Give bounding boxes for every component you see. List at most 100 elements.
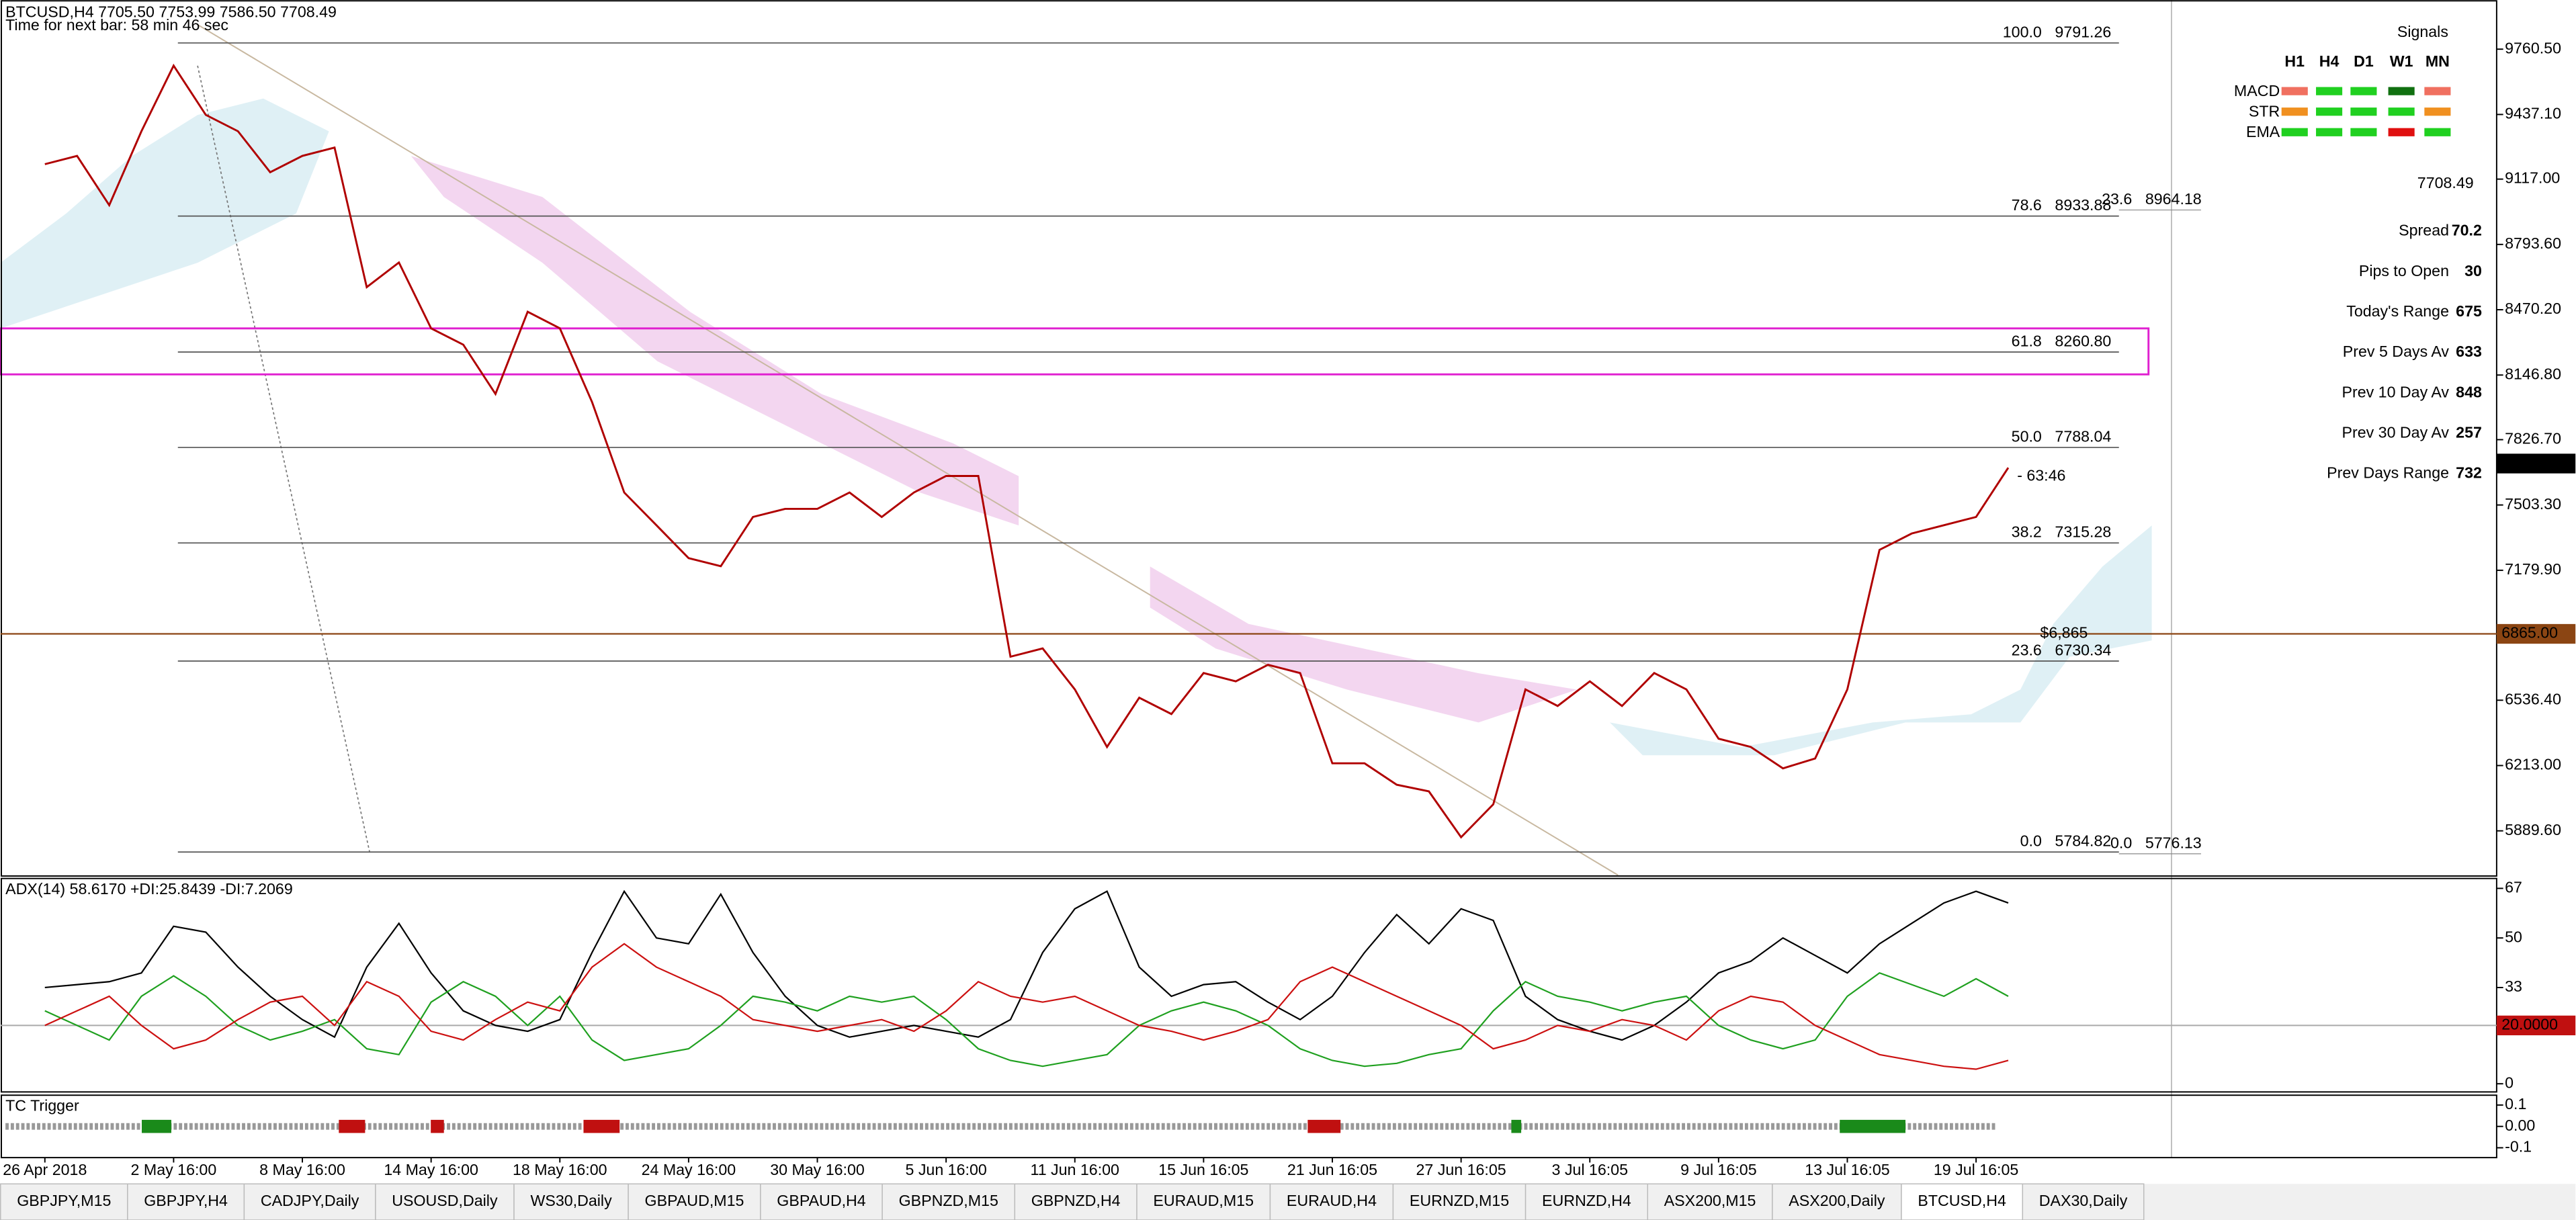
x-tick-label: 3 Jul 16:05 [1551,1161,1628,1178]
tab-label[interactable]: EURNZD,M15 [1410,1192,1509,1209]
x-tick-label: 18 May 16:00 [513,1161,607,1178]
fib-level: 78.6 [2012,196,2042,214]
x-tick-label: 14 May 16:00 [384,1161,478,1178]
signal-cell [2424,107,2451,116]
tab-label[interactable]: GBPNZD,H4 [1031,1192,1121,1209]
tab-label[interactable]: GBPNZD,M15 [899,1192,998,1209]
info-label: Prev 30 Day Av [2342,423,2450,441]
x-tick-label: 27 Jun 16:05 [1416,1161,1506,1178]
fib-price: 7788.04 [2055,428,2111,445]
signal-column: D1 [2354,52,2374,70]
fib-price: 7315.28 [2055,523,2111,541]
price-tag-label: 6865.00 [2501,624,2558,642]
tc-signal [339,1119,366,1133]
tab[interactable] [0,1183,128,1220]
tab-label[interactable]: WS30,Daily [530,1192,612,1209]
info-label: Today's Range [2346,302,2449,320]
fib-level: 61.8 [2012,332,2042,349]
info-value: 732 [2456,464,2482,482]
current-price-label: 7708.49 [2501,453,2558,471]
chart-title: BTCUSD,H4 7705.50 7753.99 7586.50 7708.4… [5,3,337,21]
tab-label[interactable]: EURAUD,H4 [1287,1192,1377,1209]
x-tick-label: 2 May 16:00 [131,1161,217,1178]
tab[interactable] [243,1183,376,1220]
tab-label[interactable]: USOUSD,Daily [392,1192,498,1209]
y-tick-label: -0.1 [2505,1138,2532,1156]
fib-level: 23.6 [2012,641,2042,658]
cloud-pink [411,156,1019,526]
y-tick-label: 33 [2505,977,2522,995]
fib-price: 8964.18 [2145,190,2202,208]
bar-timer: Time for next bar: 58 min 46 sec [5,16,228,34]
tab-label[interactable]: EURNZD,H4 [1542,1192,1631,1209]
signal-cell [2424,87,2451,95]
tab[interactable] [1647,1183,1773,1220]
price-line [44,63,2010,839]
tab[interactable] [2022,1183,2145,1220]
tab-label[interactable]: GBPJPY,M15 [17,1192,111,1209]
x-tick-label: 11 Jun 16:00 [1031,1161,1119,1178]
signal-cell [2424,128,2451,136]
tab[interactable] [628,1183,761,1220]
tab-label[interactable]: CADJPY,Daily [261,1192,359,1209]
signal-row: MACD [2234,82,2280,99]
signal-column: MN [2425,52,2450,70]
tab[interactable] [1269,1183,1394,1220]
y-tick-label: 67 [2505,879,2522,896]
fib-price: 6730.34 [2055,641,2111,658]
signals-title: Signals [2397,23,2448,40]
y-tick-label: 8470.20 [2505,300,2561,317]
tab-label[interactable]: ASX200,Daily [1789,1192,1885,1209]
tab-label[interactable]: GBPJPY,H4 [144,1192,228,1209]
x-tick-label: 9 Jul 16:05 [1680,1161,1757,1178]
y-tick-label: 5889.60 [2505,821,2561,838]
trendline [197,24,1619,876]
tab-label[interactable]: EURAUD,M15 [1153,1192,1254,1209]
tab-label[interactable]: DAX30,Daily [2039,1192,2128,1209]
y-tick-label: 8793.60 [2505,234,2561,252]
signal-row: EMA [2246,123,2280,140]
current-price-tag [2496,453,2576,474]
tab[interactable] [1136,1183,1271,1220]
tab[interactable] [1772,1183,1902,1220]
signal-cell [2316,128,2343,136]
y-tick-label: 6536.40 [2505,690,2561,707]
tab[interactable] [375,1183,515,1220]
tc-signal [1307,1119,1341,1133]
fib-price: 9791.26 [2055,23,2111,40]
info-label: Prev 10 Day Av [2342,383,2450,400]
info-label: Spread [2399,222,2449,239]
signal-cell [2350,87,2377,95]
fib-level: 23.6 [2102,190,2132,208]
fib-level: 0.0 [2110,834,2132,851]
y-tick-label: 9437.10 [2505,105,2561,122]
signal-cell [2388,128,2415,136]
tab[interactable] [882,1183,1016,1220]
tab-label[interactable]: ASX200,M15 [1664,1192,1756,1209]
tc-title: TC Trigger [5,1096,79,1114]
tab[interactable] [127,1183,245,1220]
fib-level: 0.0 [2020,832,2042,850]
y-tick-label: 50 [2505,928,2522,945]
x-tick-label: 5 Jun 16:00 [905,1161,986,1178]
tab-label[interactable]: GBPAUD,H4 [777,1192,865,1209]
x-tick-label: 15 Jun 16:05 [1158,1161,1248,1178]
tc-signal [1511,1119,1522,1133]
fib-price: 5776.13 [2145,834,2202,851]
tab[interactable] [1014,1183,1137,1220]
tc-signal [431,1119,444,1133]
tab[interactable] [1392,1183,1527,1220]
series-line [44,889,2009,1041]
fib-level: 38.2 [2012,523,2042,541]
info-value: 257 [2456,423,2482,441]
tab-label[interactable]: GBPAUD,M15 [645,1192,744,1209]
signal-cell [2281,87,2308,95]
signal-cell [2316,87,2343,95]
tab[interactable] [1525,1183,1648,1220]
tab-label[interactable]: BTCUSD,H4 [1918,1192,2006,1209]
tab[interactable] [1901,1183,2024,1220]
cloud-blue [0,98,329,329]
x-tick-label: 13 Jul 16:05 [1805,1161,1889,1178]
